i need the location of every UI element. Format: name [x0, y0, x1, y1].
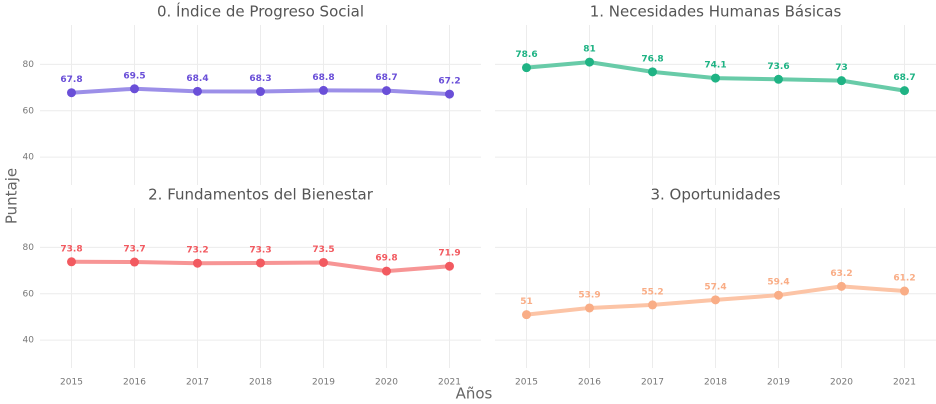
- data-label: 73.6: [767, 62, 789, 72]
- data-label: 68.7: [375, 73, 397, 83]
- x-tick-label: 2015: [515, 378, 538, 388]
- point: [900, 286, 909, 296]
- data-label: 67.8: [60, 75, 82, 85]
- point: [585, 303, 594, 313]
- point: [522, 63, 531, 73]
- point: [774, 74, 783, 84]
- x-tick-label: 2015: [60, 378, 83, 388]
- data-label: 74.1: [704, 61, 726, 71]
- y-tick-label: 40: [23, 336, 35, 346]
- x-tick-label: 2017: [641, 378, 664, 388]
- y-tick-label: 60: [23, 289, 35, 299]
- data-label: 73.2: [186, 246, 208, 256]
- point: [256, 87, 265, 97]
- point: [585, 57, 594, 67]
- data-label: 51: [520, 297, 533, 307]
- point: [67, 88, 76, 98]
- data-label: 71.9: [438, 249, 460, 259]
- point: [648, 300, 657, 310]
- data-label: 73.7: [123, 245, 145, 255]
- data-label: 76.8: [641, 54, 663, 64]
- panel-title: 2. Fundamentos del Bienestar: [148, 186, 374, 204]
- point: [900, 86, 909, 96]
- data-label: 78.6: [515, 50, 537, 60]
- x-tick-label: 2019: [767, 378, 790, 388]
- data-label: 69.8: [375, 254, 397, 264]
- data-label: 57.4: [704, 282, 726, 292]
- x-tick-label: 2018: [249, 378, 272, 388]
- point: [837, 281, 846, 291]
- point: [319, 257, 328, 267]
- y-tick-label: 80: [23, 60, 35, 70]
- data-label: 73: [835, 63, 848, 73]
- x-tick-label: 2016: [123, 378, 146, 388]
- point: [193, 258, 202, 268]
- panel-title: 3. Oportunidades: [650, 186, 780, 204]
- point: [130, 257, 139, 267]
- y-axis-label: Puntaje: [3, 168, 21, 224]
- x-tick-label: 2018: [704, 378, 727, 388]
- data-label: 59.4: [767, 278, 789, 288]
- data-label: 73.8: [60, 244, 82, 254]
- panel-title: 0. Índice de Progreso Social: [157, 2, 364, 21]
- point: [319, 85, 328, 95]
- y-tick-label: 40: [23, 153, 35, 163]
- point: [711, 295, 720, 305]
- y-tick-label: 80: [23, 243, 35, 253]
- data-label: 67.2: [438, 77, 460, 87]
- data-label: 68.4: [186, 74, 208, 84]
- data-label: 55.2: [641, 287, 663, 297]
- point: [648, 67, 657, 77]
- x-tick-label: 2020: [375, 378, 398, 388]
- x-tick-label: 2017: [186, 378, 209, 388]
- point: [130, 84, 139, 94]
- point: [445, 261, 454, 271]
- x-tick-label: 2019: [312, 378, 335, 388]
- point: [774, 290, 783, 300]
- point: [382, 86, 391, 96]
- point: [837, 76, 846, 86]
- x-tick-label: 2021: [438, 378, 461, 388]
- data-label: 81: [583, 45, 596, 55]
- data-label: 68.7: [893, 73, 915, 83]
- data-label: 73.5: [312, 245, 334, 255]
- point: [522, 310, 531, 320]
- data-label: 63.2: [830, 269, 852, 279]
- data-label: 68.3: [249, 74, 271, 84]
- data-label: 68.8: [312, 73, 334, 83]
- point: [382, 266, 391, 276]
- point: [67, 257, 76, 267]
- point: [711, 73, 720, 83]
- data-label: 73.3: [249, 245, 271, 255]
- x-tick-label: 2021: [893, 378, 916, 388]
- x-axis-label: Años: [456, 385, 493, 403]
- panel-title: 1. Necesidades Humanas Básicas: [590, 3, 842, 21]
- point: [445, 89, 454, 99]
- point: [193, 86, 202, 96]
- data-label: 69.5: [123, 71, 145, 81]
- x-tick-label: 2020: [830, 378, 853, 388]
- x-tick-label: 2016: [578, 378, 601, 388]
- data-label: 61.2: [893, 274, 915, 284]
- y-tick-label: 60: [23, 106, 35, 116]
- point: [256, 258, 265, 268]
- data-label: 53.9: [578, 290, 600, 300]
